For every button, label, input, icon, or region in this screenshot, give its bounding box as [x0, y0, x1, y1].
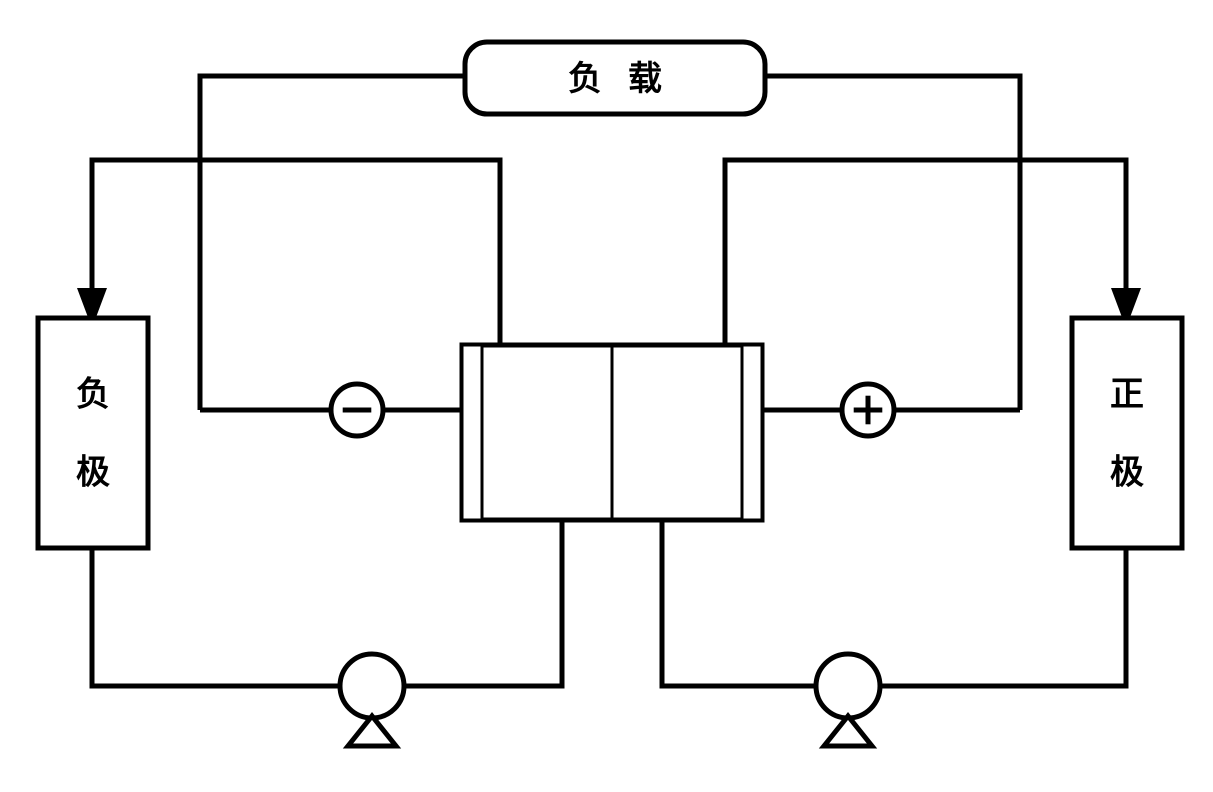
- edge-wire_minus_to_load: [200, 76, 465, 410]
- neg-tank-label-2: 极: [76, 454, 110, 492]
- plus-terminal: [842, 384, 894, 436]
- pos-tank-label-1: 正: [1110, 376, 1144, 413]
- load-label-2: 载: [628, 60, 662, 98]
- edge-pipe_cell_top_right_to_postank: [725, 160, 1126, 345]
- minus-terminal: [331, 384, 383, 436]
- edge-pipe_cell_top_left_to_negtank: [92, 160, 500, 345]
- edge-pipe_pump_right_to_cell: [662, 520, 816, 686]
- edge-pipe_postank_to_pump_right: [880, 548, 1126, 686]
- positive-tank: 正极: [1072, 318, 1182, 548]
- load-box: 负载: [465, 42, 765, 114]
- pump-left: [340, 654, 404, 746]
- negative-tank: 负极: [38, 318, 148, 548]
- load-label-1: 负: [568, 60, 602, 98]
- edge-pipe_pump_left_to_cell: [404, 520, 562, 686]
- neg-tank-label-1: 负: [76, 375, 110, 413]
- cell-stack: [462, 345, 762, 520]
- pump-right: [816, 654, 880, 746]
- edge-wire_plus_to_load: [765, 76, 1020, 410]
- edge-pipe_negtank_to_pump_left: [92, 548, 340, 686]
- pos-tank-label-2: 极: [1110, 454, 1144, 492]
